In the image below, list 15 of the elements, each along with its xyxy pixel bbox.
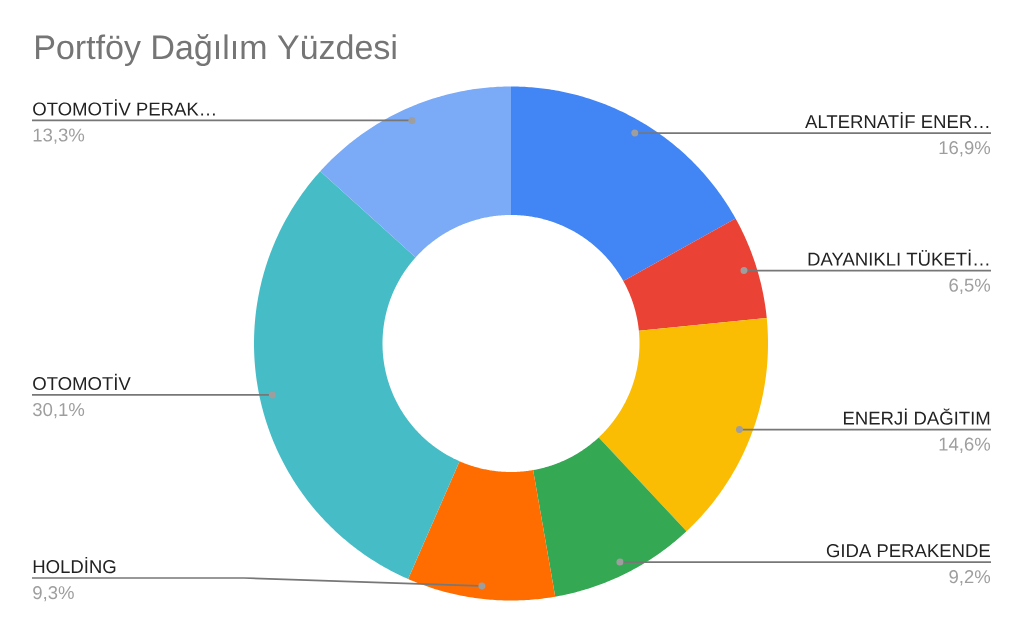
slice-label: ALTERNATİF ENER… <box>805 111 989 129</box>
chart-title: Portföy Dağılım Yüzdesi <box>36 33 396 67</box>
slice-label: OTOMOTİV <box>33 373 131 391</box>
slice-label: OTOMOTİV PERAK… <box>33 99 215 116</box>
data-label: 13,3% <box>33 128 85 144</box>
slice-label: ENERJİ DAĞITIM <box>843 408 990 425</box>
data-label: 14,6% <box>939 437 991 453</box>
data-label: 9,2% <box>949 570 991 586</box>
data-label: 9,3% <box>33 586 74 602</box>
data-label: 16,9% <box>939 141 991 157</box>
slice-label: GIDA PERAKENDE <box>826 544 990 558</box>
data-label: 30,1% <box>32 402 85 419</box>
data-label: 6,5% <box>949 278 991 294</box>
slice-label: HOLDİNG <box>33 556 116 574</box>
slice-label: DAYANIKLI TÜKETİ… <box>808 249 989 266</box>
